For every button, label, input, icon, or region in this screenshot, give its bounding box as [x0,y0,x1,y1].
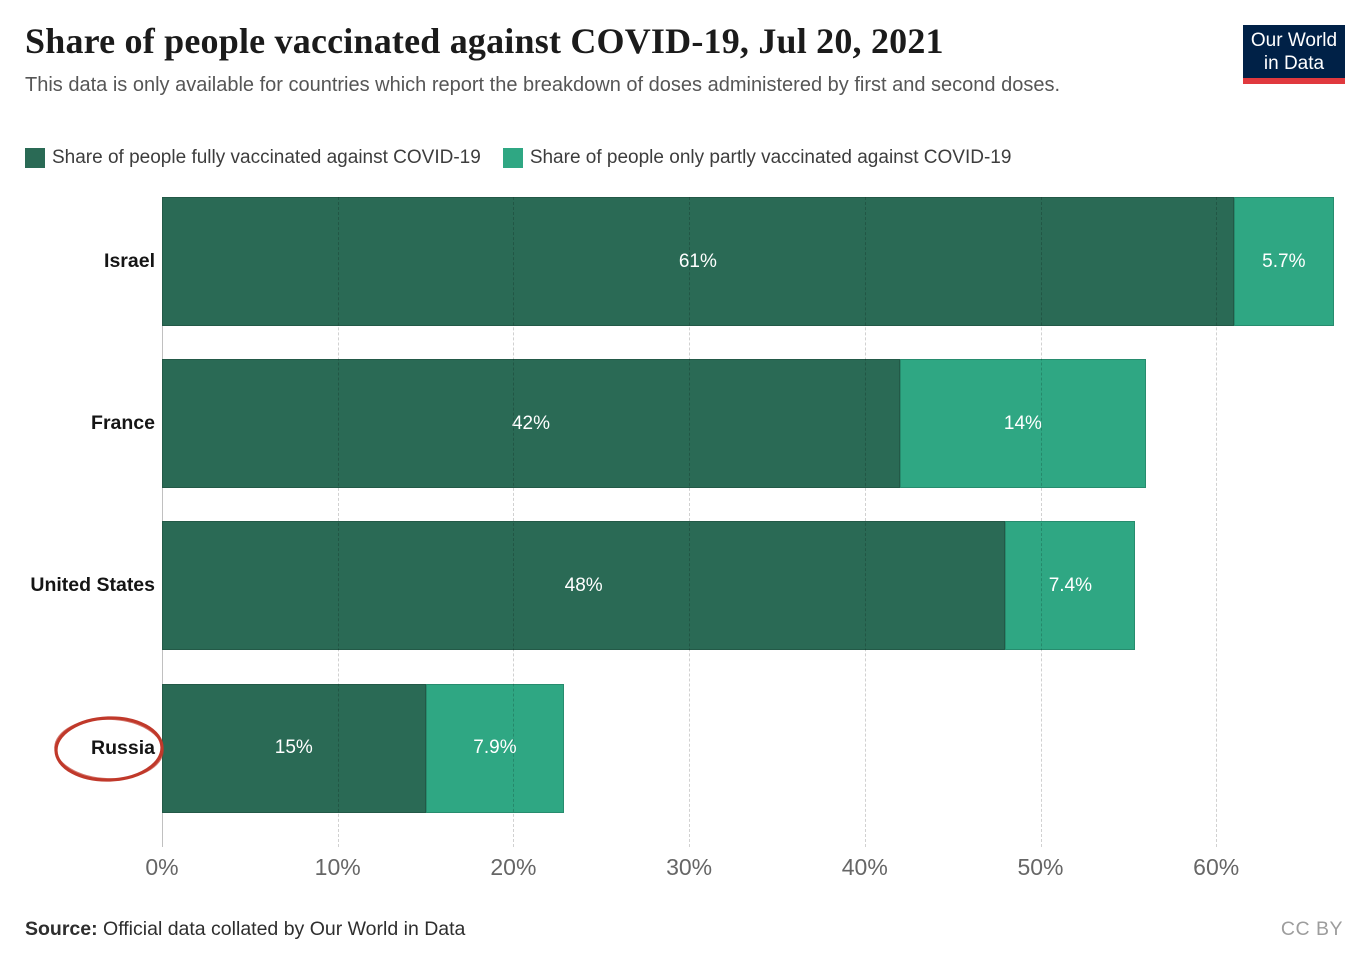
bar-segment-france-fully[interactable]: 42% [162,359,900,489]
source-text: Official data collated by Our World in D… [97,918,466,940]
chart-legend: Share of people fully vaccinated against… [25,147,1011,169]
category-label-israel: Israel [104,250,155,272]
bar-segment-france-partly[interactable]: 14% [899,359,1146,489]
license-label: CC BY [1280,918,1343,940]
value-label: 42% [511,412,550,434]
chart-title: Share of people vaccinated against COVID… [25,21,944,61]
annotation-ellipse [52,713,168,790]
value-label: 5.7% [1262,250,1306,272]
x-axis-tick-label: 10% [314,854,361,880]
legend-swatch-fully-icon [25,148,45,168]
bar-segment-united-states-partly[interactable]: 7.4% [1005,521,1136,651]
legend-item-fully: Share of people fully vaccinated against… [25,147,481,169]
owid-logo[interactable]: Our World in Data [1243,25,1345,84]
category-label-france: France [91,412,155,435]
x-axis-tick-label: 40% [841,854,888,880]
source-prefix: Source: [25,918,98,940]
owid-logo-line1: Our World [1250,30,1338,51]
x-axis-tick-label: 50% [1017,854,1064,880]
legend-item-partly: Share of people only partly vaccinated a… [502,147,1012,169]
x-axis-tick-label: 60% [1193,854,1240,880]
x-axis-tick-label: 30% [666,854,713,880]
x-axis-tick-label: 20% [490,854,537,880]
bar-row-israel: Israel 61% 5.7% [0,197,1368,326]
source-line: Source: Official data collated by Our Wo… [25,918,465,941]
chart-subtitle: This data is only available for countrie… [25,74,1060,96]
bar-segment-russia-fully[interactable]: 15% [162,683,426,813]
bar-segment-united-states-fully[interactable]: 48% [162,521,1006,651]
value-label: 61% [678,250,717,272]
legend-label-partly: Share of people only partly vaccinated a… [529,147,1012,168]
category-label-russia: Russia [91,736,155,759]
legend-swatch-partly-icon [502,148,523,168]
value-label: 48% [564,574,603,596]
bar-segment-israel-fully[interactable]: 61% [162,197,1234,326]
value-label: 14% [1003,412,1042,434]
bar-row-united-states: United States 48% 7.4% [0,521,1368,651]
value-label: 15% [274,737,313,759]
legend-label-fully: Share of people fully vaccinated against… [52,147,481,168]
owid-logo-line2: in Data [1263,53,1325,74]
x-axis-tick-label: 0% [145,854,179,880]
bar-row-russia: Russia 15% 7.9% [0,683,1368,813]
gridline [513,197,515,847]
gridline [689,197,691,847]
category-label-united-states: United States [30,574,155,597]
bar-row-france: France 42% 14% [0,359,1368,489]
gridline [1216,197,1218,847]
gridline [337,197,339,847]
value-label: 7.4% [1048,574,1093,596]
bar-segment-russia-partly[interactable]: 7.9% [425,683,565,813]
gridline [864,197,866,847]
value-label: 7.9% [473,737,517,759]
gridline [1040,197,1042,847]
bar-segment-israel-partly[interactable]: 5.7% [1233,197,1334,326]
